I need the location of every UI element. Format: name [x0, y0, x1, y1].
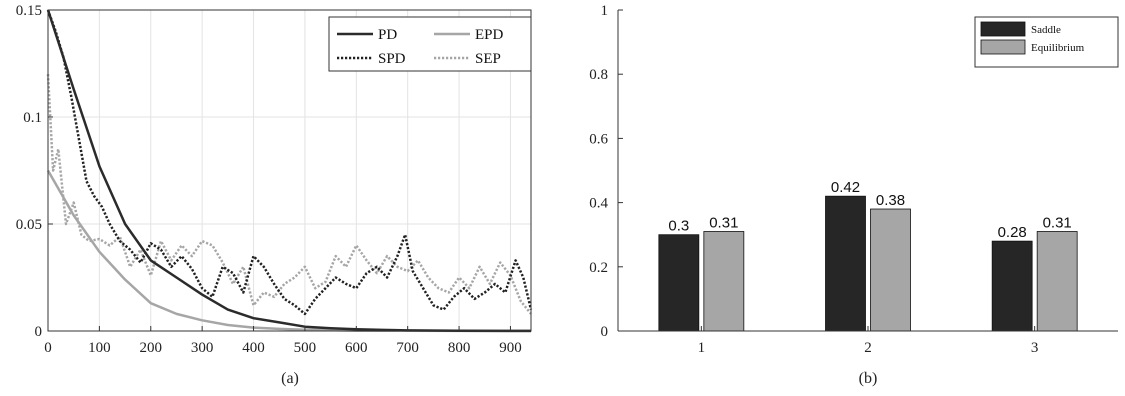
y-tick-label: 0 — [601, 324, 609, 340]
legend-swatch — [980, 39, 1026, 55]
legend-label: SEP — [475, 51, 501, 67]
bar-value-label: 0.31 — [1043, 214, 1072, 231]
legend-label: EPD — [475, 27, 504, 43]
legend: Saddle Equilibrium — [974, 16, 1119, 68]
x-tick-label: 600 — [345, 340, 368, 356]
series-line-pd — [46, 9, 531, 333]
x-tick-label: 200 — [140, 340, 163, 356]
bar-value-label: 0.28 — [998, 224, 1027, 241]
series-line-sep — [46, 74, 532, 315]
bar-equilibrium — [870, 208, 911, 332]
legend: PD EPD SPD SEP — [328, 16, 532, 72]
tick-labels: 0 100 200 300 400 500 600 700 800 900 0 0.05 0.1 0.15 — [16, 3, 522, 356]
panel-caption: (a) — [281, 370, 299, 387]
y-tick-label: 0.1 — [23, 110, 42, 126]
y-tick-label: 1 — [601, 3, 609, 19]
legend-label: Equilibrium — [1031, 42, 1085, 54]
y-tick-label: 0.05 — [16, 217, 42, 233]
legend-label: PD — [378, 27, 397, 43]
series-line-epd — [46, 169, 531, 333]
x-tick-label: 3 — [1031, 340, 1039, 356]
x-tick-label: 1 — [698, 340, 706, 356]
bar-equilibrium — [1036, 231, 1078, 332]
x-tick-label: 300 — [191, 340, 214, 356]
bars-group — [658, 195, 1078, 332]
panel-caption: (b) — [859, 370, 878, 387]
data-labels: 0.3 0.31 0.42 0.38 0.28 0.31 — [668, 179, 1071, 241]
bar-value-label: 0.42 — [831, 179, 860, 196]
bar-saddle — [658, 234, 700, 332]
tick-labels: 0 0.2 0.4 0.6 0.8 1 1 2 3 — [589, 3, 1038, 356]
y-tick-label: 0.8 — [589, 67, 608, 83]
y-tick-label: 0 — [35, 324, 43, 340]
x-tick-label: 2 — [864, 340, 872, 356]
plot-frame — [47, 9, 532, 332]
line-chart-panel: 0 100 200 300 400 500 600 700 800 900 0 0.05 0.1 0.15… — [16, 3, 533, 387]
bar-equilibrium — [703, 231, 745, 332]
bar-value-label: 0.3 — [668, 218, 689, 235]
bar-saddle — [991, 240, 1033, 332]
y-tick-label: 0.4 — [589, 196, 608, 212]
y-tick-label: 0.2 — [589, 260, 608, 276]
legend-box — [328, 16, 532, 72]
x-tick-label: 500 — [294, 340, 317, 356]
bar-value-label: 0.31 — [709, 214, 738, 231]
x-tick-label: 0 — [44, 340, 52, 356]
bar-value-label: 0.38 — [876, 192, 905, 209]
y-tick-label: 0.6 — [589, 131, 608, 147]
legend-label: Saddle — [1031, 24, 1061, 36]
y-tick-label: 0.15 — [16, 3, 42, 19]
x-tick-label: 400 — [242, 340, 265, 356]
x-tick-label: 900 — [499, 340, 522, 356]
legend-swatch — [980, 21, 1026, 37]
x-tick-label: 100 — [88, 340, 111, 356]
x-tick-label: 800 — [448, 340, 471, 356]
bar-saddle — [825, 195, 866, 332]
x-tick-label: 700 — [396, 340, 419, 356]
bar-chart-panel: 00.20.40.60.811 2 3 0.3 0.310.420.380.280.3… — [589, 3, 1119, 387]
legend-label: SPD — [378, 51, 406, 67]
